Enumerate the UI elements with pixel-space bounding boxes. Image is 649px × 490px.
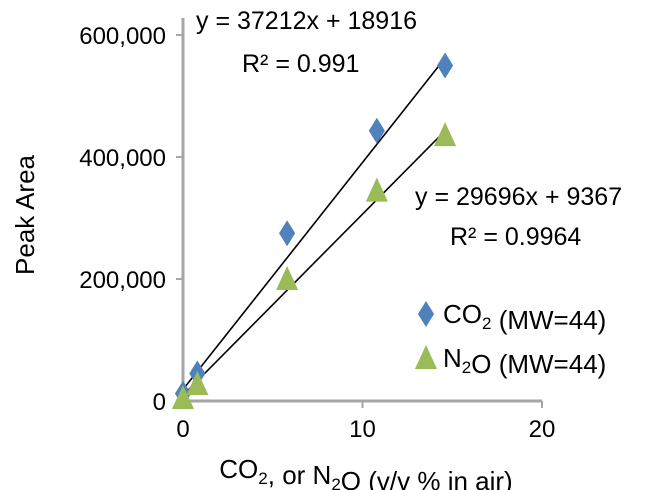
n2o-point <box>171 384 195 409</box>
y-tick-label: 200,000 <box>79 267 166 294</box>
n2o-point <box>434 122 457 147</box>
co2-equation: y = 37212x + 18916 <box>196 7 417 35</box>
legend-co2-label: CO2 (MW=44) <box>443 299 606 335</box>
n2o-equation: y = 29696x + 9367 <box>415 183 622 211</box>
n2o-point <box>186 370 209 395</box>
co2-point <box>368 117 385 144</box>
trendline-equations: y = 37212x + 18916 R² = 0.991 y = 29696x… <box>196 7 622 251</box>
y-tick-label: 600,000 <box>79 23 166 50</box>
x-axis-title: CO2, or N2O (v/v % in air) <box>219 454 512 490</box>
n2o-r-squared: R² = 0.9964 <box>450 223 581 251</box>
co2-point <box>437 52 454 79</box>
legend-n2o-label: N2O (MW=44) <box>443 343 606 379</box>
co2-trendline <box>182 57 446 390</box>
x-tick-label: 20 <box>529 416 556 443</box>
legend: CO2 (MW=44) N2O (MW=44) <box>414 299 606 379</box>
legend-co2-marker <box>417 301 435 327</box>
y-tick-label: 400,000 <box>79 145 166 172</box>
co2-r-squared: R² = 0.991 <box>242 50 359 78</box>
trendlines <box>182 57 446 396</box>
co2-point <box>279 220 296 247</box>
x-tick-label: 0 <box>176 416 189 443</box>
n2o-trendline <box>182 130 446 396</box>
n2o-point <box>276 266 299 291</box>
legend-n2o-marker <box>414 345 438 370</box>
x-tick-label: 10 <box>349 416 376 443</box>
y-axis-title: Peak Area <box>10 154 40 275</box>
axes: 0 200,000 400,000 600,000 0 10 20 <box>79 18 555 443</box>
y-tick-label: 0 <box>153 389 166 416</box>
data-points <box>171 52 457 409</box>
n2o-point <box>365 177 388 202</box>
